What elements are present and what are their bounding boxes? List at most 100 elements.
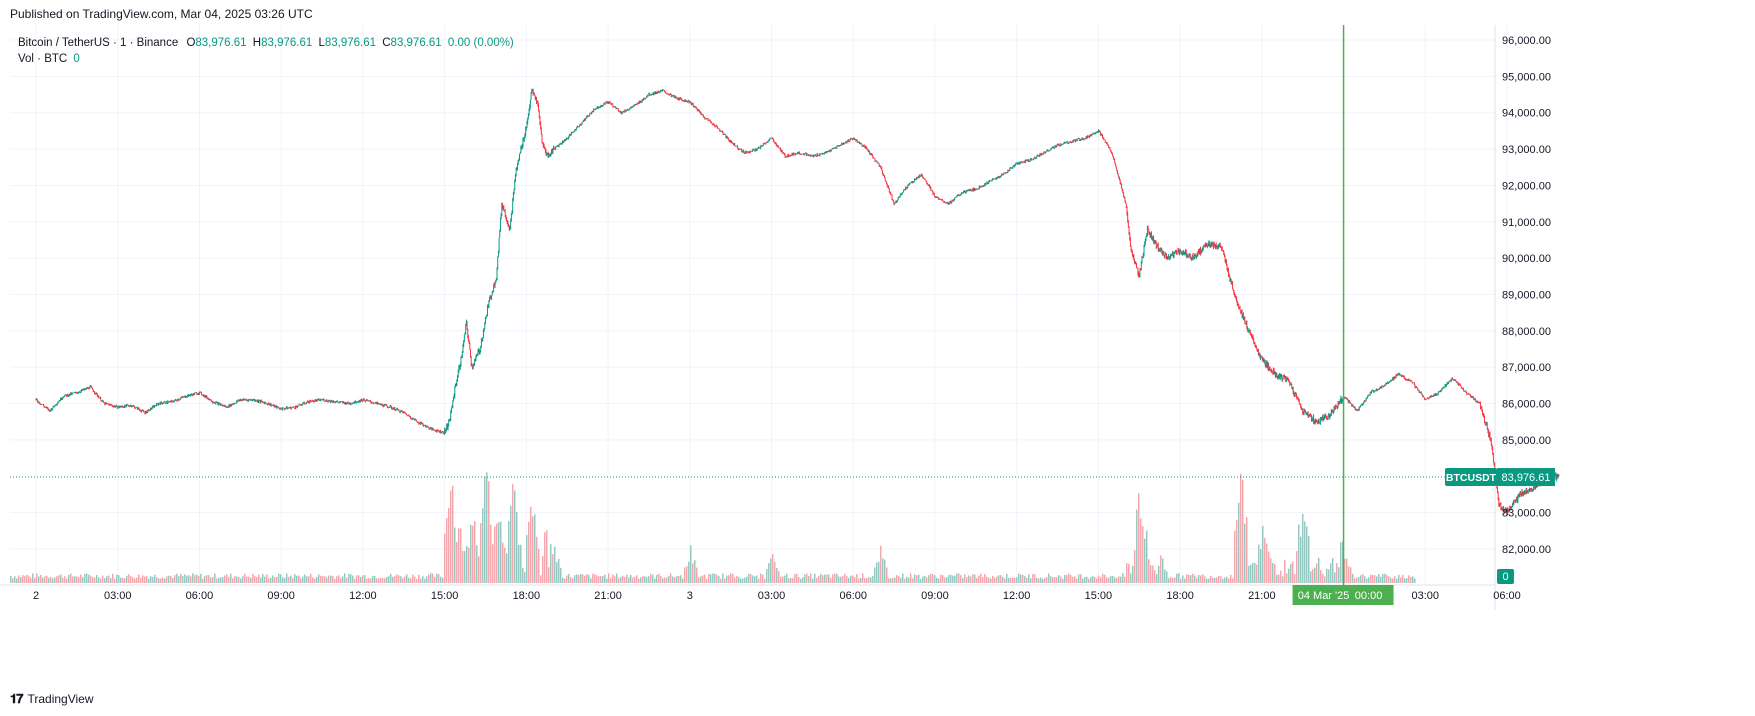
volume-bar [704, 574, 706, 583]
volume-bar [340, 578, 342, 583]
legend-symbol[interactable]: Bitcoin / TetherUS · 1 · Binance [18, 37, 179, 49]
volume-bar [264, 576, 266, 583]
volume-bar [152, 576, 154, 583]
volume-bar [384, 578, 386, 583]
volume-bar [228, 576, 230, 583]
volume-bar [1184, 578, 1186, 583]
volume-bar [580, 574, 582, 583]
volume-bar [1332, 558, 1334, 583]
price-chart[interactable]: 96,000.00 95,000.00 94,000.00 93,000.00 92,0… [0, 25, 1755, 610]
volume-bar [568, 573, 570, 583]
volume-bar [1316, 563, 1318, 583]
volume-bar [566, 575, 568, 583]
y-tick-label: 87,000.00 [1502, 362, 1551, 374]
volume-bar [1092, 575, 1094, 583]
volume-bar [412, 574, 414, 583]
volume-bar [818, 575, 820, 583]
volume-bar [640, 577, 642, 583]
volume-bar [358, 575, 360, 583]
volume-bar [284, 578, 286, 583]
volume-bar [762, 574, 764, 583]
volume-bar [1390, 577, 1392, 583]
volume-bar [970, 576, 972, 583]
volume-bar [1180, 578, 1182, 583]
volume-bar [96, 574, 98, 583]
volume-bar [1174, 577, 1176, 583]
volume-bar [1194, 575, 1196, 583]
volume-bar [1196, 578, 1198, 583]
volume-bar [606, 578, 608, 583]
volume-bar [354, 578, 356, 583]
volume-bar [866, 578, 868, 583]
volume-bar [1350, 567, 1352, 583]
volume-bar [88, 574, 90, 583]
volume-bar [832, 574, 834, 583]
volume-bar [1002, 576, 1004, 583]
volume-bar [506, 553, 508, 583]
legend-vol-label[interactable]: Vol · BTC [18, 53, 68, 65]
y-tick-label: 83,000.00 [1502, 508, 1551, 520]
volume-bar [1258, 544, 1260, 583]
volume-bar [1204, 576, 1206, 583]
volume-bar [1368, 577, 1370, 583]
volume-bar [82, 577, 84, 583]
volume-bar [854, 577, 856, 583]
volume-bar [1220, 576, 1222, 583]
volume-bar [1284, 559, 1286, 583]
volume-bar [650, 573, 652, 583]
volume-bar [776, 567, 778, 583]
volume-bar [478, 556, 480, 583]
volume-bar [356, 575, 358, 583]
volume-bar [584, 575, 586, 583]
x-tick-label: 3 [687, 590, 693, 602]
y-tick-label: 86,000.00 [1502, 399, 1551, 411]
volume-bar [28, 575, 30, 583]
volume-bar [1260, 549, 1262, 583]
volume-bar [978, 575, 980, 583]
volume-bar [276, 577, 278, 583]
volume-bar [1378, 573, 1380, 583]
volume-bar [396, 574, 398, 583]
volume-bar [700, 576, 702, 583]
volume-bar [394, 576, 396, 583]
volume-bar [366, 578, 368, 583]
volume-bar [218, 577, 220, 583]
volume-bar [330, 575, 332, 583]
volume-bar [592, 573, 594, 583]
chart-area[interactable]: Bitcoin / TetherUS · 1 · Binance O83,976… [0, 25, 1755, 710]
volume-bar [1310, 571, 1312, 583]
volume-bar [288, 576, 290, 583]
volume-bar [724, 578, 726, 583]
volume-bar [186, 575, 188, 583]
volume-bar [1330, 563, 1332, 583]
volume-bar [198, 575, 200, 583]
volume-bar [754, 576, 756, 583]
volume-bar [62, 578, 64, 583]
volume-bar [240, 578, 242, 583]
volume-bar [270, 578, 272, 583]
volume-bar [984, 573, 986, 583]
volume-bar [416, 578, 418, 583]
volume-bar [216, 578, 218, 583]
volume-bar [174, 575, 176, 583]
volume-bar [848, 577, 850, 583]
volume-bar [1380, 576, 1382, 583]
volume-bar [1080, 574, 1082, 583]
volume-bar [1094, 577, 1096, 583]
volume-bar [10, 576, 12, 583]
volume-bar [1088, 578, 1090, 583]
volume-bar [1162, 558, 1164, 583]
volume-bar [674, 577, 676, 583]
volume-bar [1326, 568, 1328, 583]
volume-bar [1242, 479, 1244, 583]
y-tick-label: 96,000.00 [1502, 35, 1551, 47]
volume-bar [1118, 576, 1120, 583]
volume-bar [992, 575, 994, 583]
volume-bar [670, 573, 672, 583]
volume-bar [338, 575, 340, 583]
volume-bar [132, 577, 134, 583]
volume-bar [1042, 578, 1044, 583]
volume-bar [782, 576, 784, 583]
volume-bar [550, 544, 552, 583]
volume-bar [1176, 573, 1178, 583]
